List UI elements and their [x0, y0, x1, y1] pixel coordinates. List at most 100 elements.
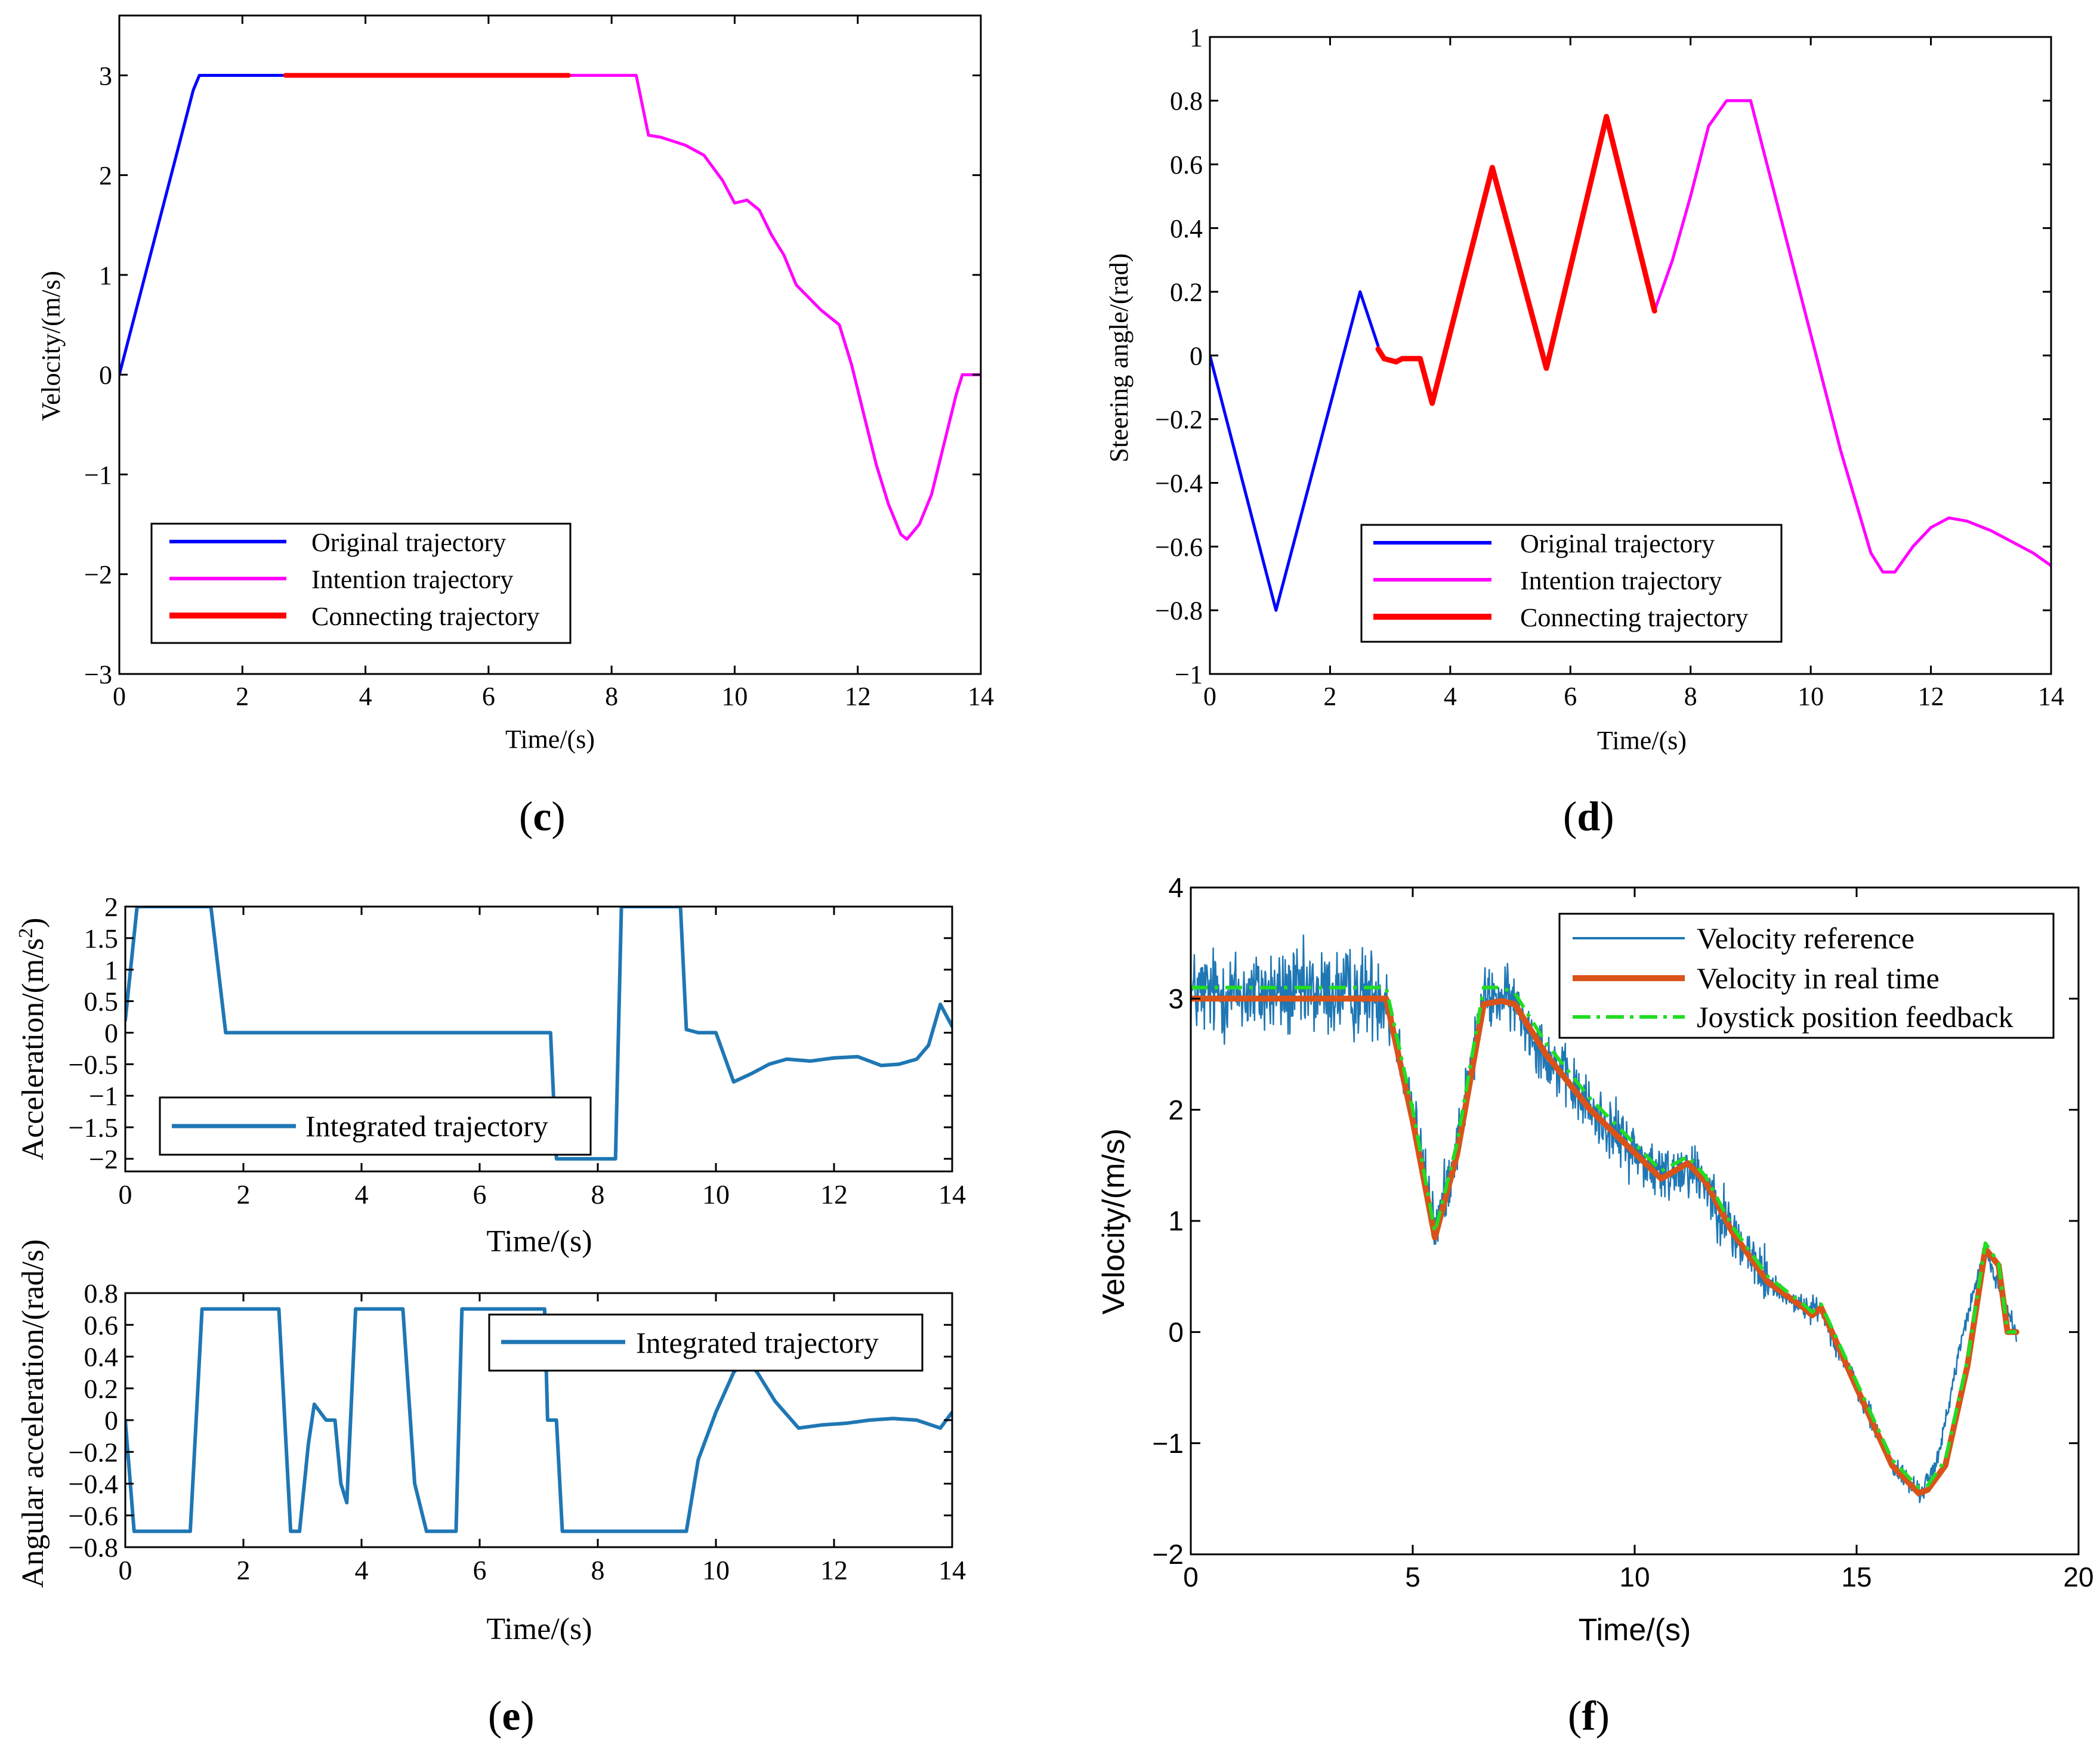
- plot-d-ytick-label: 1: [1190, 23, 1203, 52]
- plot-e2-ticks: 0 2 4 6 8 10 12 14−0.8−0.6−0.4−0.200.20.40.60.8: [69, 1278, 966, 1585]
- plot-c-ytick-label: −3: [84, 660, 112, 689]
- plot-e1-xtick-label: 8: [591, 1179, 605, 1210]
- plot-e1-ylabel: Acceleration/(m/s2): [15, 918, 50, 1161]
- plot-d-ticks: 0 2 4 6 8 10 12 14 −1 −0.8 −0.6 −0.4 −0.2 0 0.2 0.4 0.6 0…: [1155, 23, 2064, 711]
- plot-c-ytick-label: −2: [84, 560, 112, 589]
- plot-d-ytick-label: 0.8: [1170, 86, 1203, 116]
- plot-f-ytick-label: 2: [1168, 1094, 1184, 1125]
- plot-d-ytick-label: 0.4: [1170, 214, 1203, 243]
- plot-f-ytick-label: −1: [1153, 1428, 1184, 1459]
- plot-f-ylabel: Velocity/(m/s): [1097, 1128, 1131, 1315]
- plot-c-xtick-label: 0: [113, 682, 126, 711]
- plot-d-legend-intention: Intention trajectory: [1520, 566, 1722, 595]
- plot-f-xtick-label: 5: [1405, 1561, 1420, 1593]
- plot-c-legend-connecting: Connecting trajectory: [311, 602, 539, 631]
- plot-d-xtick-label: 10: [1798, 682, 1824, 711]
- plot-f-xlabel: Time/(s): [1579, 1613, 1691, 1647]
- plot-d-xtick-label: 12: [1918, 682, 1944, 711]
- plot-e1-xtick-label: 2: [237, 1179, 251, 1210]
- plot-f-xtick-label: 10: [1619, 1561, 1650, 1593]
- plot-e1-frame: [124, 905, 953, 1173]
- plot-f-ytick-label: −2: [1153, 1539, 1184, 1570]
- plot-c-area: [119, 73, 981, 541]
- plot-e2-ytick-label: 0.2: [84, 1374, 119, 1404]
- plot-e2-ytick-label: 0.6: [84, 1310, 119, 1340]
- panel-d: 0 2 4 6 8 10 12 14 −1 −0.8 −0.6 −0.4 −0.2 0 0.2 0.4 0.6 0…: [1104, 23, 2064, 840]
- plot-d-ytick-label: 0.2: [1170, 278, 1203, 307]
- plot-c-xtick-label: 12: [845, 682, 871, 711]
- panel-f: 0 5 10 15 20 −2 −1 0 1 2 3 4 Time/(s) Velocity/(m/s…: [1097, 872, 2094, 1739]
- plot-e2-ytick-label: 0.8: [84, 1278, 119, 1309]
- plot-d-xtick-label: 4: [1444, 682, 1457, 711]
- plot-c-legend-intention: Intention trajectory: [311, 565, 513, 594]
- plot-c-legend-original: Original trajectory: [311, 528, 506, 557]
- plot-d-series-connecting-trajectory: [1375, 114, 1657, 406]
- plot-f-ticks: 0 5 10 15 20 −2 −1 0 1 2 3 4: [1153, 872, 2094, 1593]
- plot-f-ytick-label: 3: [1168, 983, 1184, 1014]
- plot-e2-area: [125, 1307, 952, 1533]
- plot-e2-xtick-label: 6: [473, 1555, 487, 1585]
- plot-e2-xtick-label: 14: [938, 1555, 966, 1585]
- plot-e1-ticks: 0 2 4 6 8 10 12 14−2−1.5−1−0.500.511.52: [69, 892, 966, 1210]
- plot-f-xtick-label: 15: [1841, 1561, 1872, 1593]
- plot-c-xtick-label: 8: [605, 682, 618, 711]
- plot-c-ytick-label: 0: [99, 361, 112, 390]
- plot-e1-xtick-label: 0: [119, 1179, 132, 1210]
- plot-e2-xtick-label: 0: [119, 1555, 132, 1585]
- plot-e1-legend-label: Integrated trajectory: [305, 1109, 548, 1143]
- plot-d-ytick-label: −1: [1175, 660, 1203, 689]
- plot-d-legend: Original trajectory Intention trajectory…: [1360, 524, 1783, 643]
- plot-e1-xtick-label: 6: [473, 1179, 487, 1210]
- plot-e1-xtick-label: 14: [938, 1179, 966, 1210]
- plot-c-ytick-label: 3: [99, 61, 112, 91]
- plot-f-ytick-label: 0: [1168, 1316, 1184, 1347]
- plot-d-ylabel: Steering angle/(rad): [1104, 253, 1134, 463]
- plot-d-xtick-label: 2: [1323, 682, 1336, 711]
- plot-e1-ytick-label: 0: [104, 1018, 118, 1049]
- plot-c-ytick-label: 2: [99, 161, 112, 190]
- plot-c-ytick-label: 1: [99, 261, 112, 290]
- plot-e1-xtick-label: 4: [355, 1179, 369, 1210]
- plot-f-ytick-label: 1: [1168, 1205, 1184, 1236]
- plot-e1-ytick-label: 0.5: [84, 987, 119, 1017]
- panel-e-label: (e): [488, 1693, 535, 1739]
- plot-e2-xtick-label: 4: [355, 1555, 369, 1585]
- plot-d-ytick-label: −0.2: [1155, 405, 1203, 434]
- plot-e1-legend: Integrated trajectory: [159, 1096, 592, 1156]
- plot-e1-ytick-label: −2: [89, 1144, 118, 1174]
- plot-e1-ytick-label: 1: [104, 955, 118, 985]
- plot-d-xtick-label: 14: [2038, 682, 2064, 711]
- plot-d-ytick-label: −0.8: [1155, 596, 1203, 626]
- plot-d-ytick-label: −0.6: [1155, 533, 1203, 562]
- plot-f-xtick-label: 0: [1183, 1561, 1199, 1593]
- plot-f-legend-reference: Velocity reference: [1697, 922, 1914, 955]
- plot-e2-xtick-label: 8: [591, 1555, 605, 1585]
- plot-c-ytick-label: −1: [84, 460, 112, 490]
- plot-e2-ytick-label: −0.8: [69, 1532, 118, 1563]
- plot-d-ytick-label: 0.6: [1170, 150, 1203, 180]
- plot-e1-xlabel: Time/(s): [486, 1224, 592, 1258]
- plot-f-legend-realtime: Velocity in real time: [1697, 961, 1940, 995]
- plot-d-ytick-label: 0: [1190, 341, 1203, 370]
- plot-e2-series-integrated-trajectory: [125, 1307, 952, 1533]
- plot-d-area: [1210, 99, 2051, 612]
- plot-c-series-original-trajectory: [119, 73, 287, 376]
- plot-e2-ylabel: Angular acceleration/(rad/s): [16, 1239, 50, 1588]
- plot-e1-series-integrated-trajectory: [125, 907, 952, 1161]
- plot-e1-ytick-label: −0.5: [69, 1049, 118, 1080]
- plot-e1-ytick-label: −1.5: [69, 1112, 118, 1143]
- plot-c-xlabel: Time/(s): [505, 725, 595, 754]
- plot-f-area: [1191, 934, 2019, 1504]
- plot-d-ytick-label: −0.4: [1155, 469, 1203, 498]
- plot-c-xtick-label: 4: [359, 682, 372, 711]
- plot-e2-ytick-label: −0.6: [69, 1501, 118, 1531]
- plot-d-legend-original: Original trajectory: [1520, 529, 1715, 558]
- plot-d-series-intention-trajectory: [1653, 99, 2051, 574]
- plot-c-xtick-label: 2: [236, 682, 249, 711]
- plot-c-series-intention-trajectory: [567, 73, 981, 541]
- panel-e-bottom: 0 2 4 6 8 10 12 14−0.8−0.6−0.4−0.200.20.40.60.8…: [16, 1239, 966, 1739]
- panel-e-top: 0 2 4 6 8 10 12 14−2−1.5−1−0.500.511.52 Time/(s…: [15, 892, 966, 1258]
